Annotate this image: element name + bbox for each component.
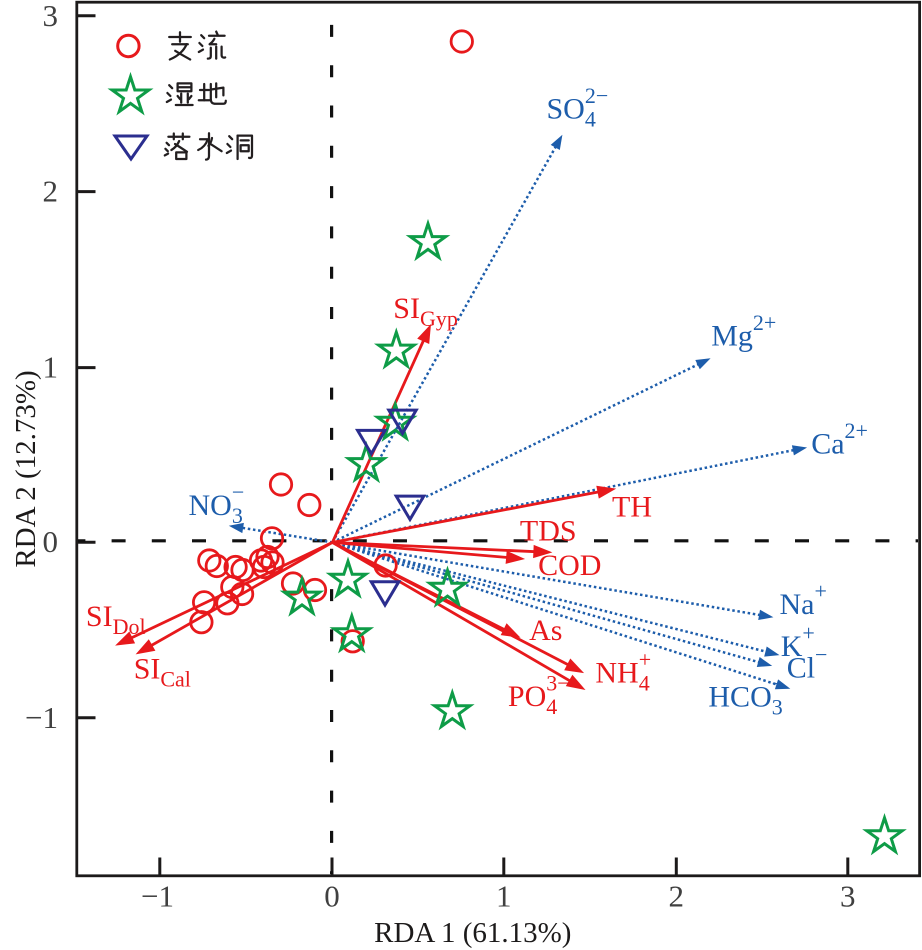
svg-text:2: 2 — [669, 879, 685, 914]
svg-text:Mg: Mg — [711, 320, 753, 353]
svg-text:As: As — [529, 614, 562, 647]
svg-text:−: − — [772, 671, 784, 696]
svg-text:Cal: Cal — [160, 666, 191, 691]
svg-text:0: 0 — [324, 879, 340, 914]
svg-text:+: + — [802, 621, 814, 646]
svg-text:4: 4 — [546, 694, 557, 719]
svg-text:2+: 2+ — [753, 310, 776, 335]
svg-text:RDA 2 (12.73%): RDA 2 (12.73%) — [10, 370, 42, 567]
svg-text:Na: Na — [780, 588, 815, 621]
svg-text:Gyp: Gyp — [420, 306, 458, 331]
svg-text:K: K — [781, 630, 803, 663]
svg-text:−1: −1 — [25, 700, 58, 735]
svg-text:RDA 1 (61.13%): RDA 1 (61.13%) — [374, 917, 571, 949]
svg-text:−: − — [815, 642, 827, 667]
svg-text:TDS: TDS — [520, 515, 577, 548]
svg-text:NO: NO — [189, 489, 232, 522]
svg-text:Dol: Dol — [113, 614, 146, 639]
svg-text:−1: −1 — [141, 879, 174, 914]
svg-text:SO: SO — [547, 93, 585, 126]
svg-text:3: 3 — [772, 695, 783, 720]
svg-text:3−: 3− — [546, 671, 569, 696]
svg-text:SI: SI — [86, 600, 113, 633]
svg-text:Ca: Ca — [811, 428, 844, 461]
svg-text:2: 2 — [43, 174, 59, 209]
svg-text:HCO: HCO — [708, 681, 771, 714]
svg-text:COD: COD — [538, 549, 601, 582]
svg-text:4: 4 — [585, 107, 596, 132]
svg-text:3: 3 — [840, 879, 856, 914]
svg-text:NH: NH — [595, 657, 638, 690]
svg-text:0: 0 — [43, 524, 59, 559]
svg-text:TH: TH — [612, 491, 652, 524]
svg-text:2+: 2+ — [845, 418, 868, 443]
svg-text:+: + — [639, 647, 651, 672]
svg-text:4: 4 — [639, 671, 650, 696]
svg-text:−: − — [232, 480, 244, 505]
svg-text:1: 1 — [496, 879, 512, 914]
svg-text:PO: PO — [508, 680, 546, 713]
svg-text:SI: SI — [393, 292, 420, 325]
svg-text:2−: 2− — [585, 83, 608, 108]
svg-text:3: 3 — [232, 503, 243, 528]
svg-text:1: 1 — [43, 350, 59, 385]
svg-text:SI: SI — [134, 652, 161, 685]
svg-text:Cl: Cl — [787, 652, 815, 685]
svg-text:3: 3 — [43, 0, 59, 33]
svg-text:+: + — [814, 578, 826, 603]
